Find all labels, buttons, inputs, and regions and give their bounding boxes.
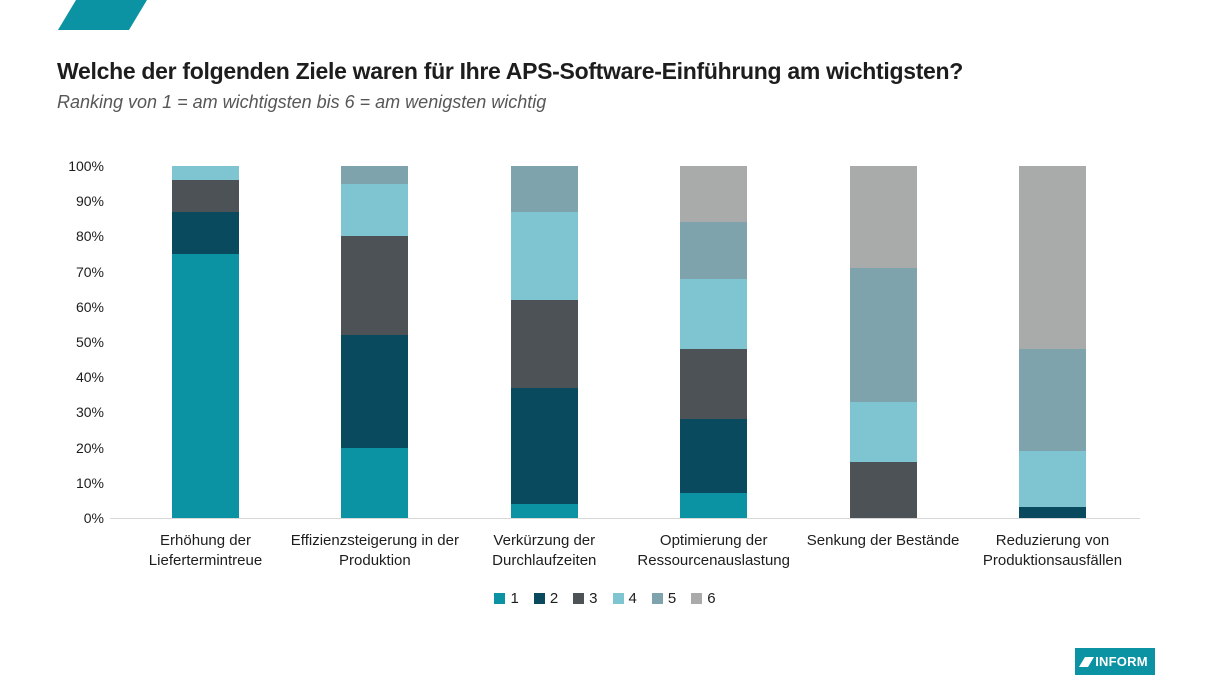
bar-segment-rank-3: [680, 349, 748, 420]
x-axis-category-label: Verkürzung der Durchlaufzeiten: [492, 532, 597, 570]
bar-segment-rank-3: [510, 299, 578, 388]
legend-item-rank-6: 6: [691, 590, 716, 607]
x-axis-category-label: Optimierung der Ressourcenauslastung: [637, 532, 790, 570]
legend: 1 2 3 4 5 6: [0, 590, 1210, 607]
legend-label: 5: [667, 590, 677, 607]
y-axis-tick-label: 50%: [75, 334, 104, 350]
legend-swatch-icon: [494, 593, 506, 604]
bar-segment-rank-4: [341, 183, 409, 237]
inform-slash-icon: [1079, 656, 1095, 667]
inform-logo-text: INFORM: [1095, 654, 1148, 669]
y-axis-tick-label: 70%: [75, 263, 104, 280]
bar-segment-rank-6: [680, 166, 748, 223]
legend-item-rank-2: 2: [533, 590, 559, 607]
bar-segment-rank-2: [172, 211, 239, 254]
stacked-bar: [172, 166, 239, 518]
bar-segment-rank-2: [1019, 507, 1086, 518]
bar-segment-rank-3: [172, 180, 239, 212]
page-title: Welche der folgenden Ziele waren für Ihr…: [57, 58, 964, 84]
bar-segment-rank-5: [680, 222, 748, 279]
legend-label: 3: [589, 590, 598, 607]
bar-segment-rank-4: [172, 166, 239, 181]
stacked-bar: [341, 166, 409, 518]
bar-segment-rank-2: [510, 387, 578, 504]
bar-segment-rank-1: [172, 254, 239, 518]
plot-area: [110, 166, 1140, 519]
legend-label: 2: [549, 590, 559, 607]
y-axis-tick-label: 90%: [75, 193, 104, 210]
legend-item-rank-4: 4: [612, 590, 637, 607]
bar-segment-rank-1: [510, 503, 578, 518]
x-axis-category-label: Senkung der Bestände: [806, 532, 960, 549]
legend-swatch-icon: [691, 593, 703, 604]
inform-logo: INFORM: [1075, 648, 1155, 675]
legend-swatch-icon: [651, 593, 663, 604]
bar-segment-rank-2: [341, 334, 409, 448]
stacked-bar: [1019, 166, 1086, 518]
page-subtitle: Ranking von 1 = am wichtigsten bis 6 = a…: [57, 92, 547, 112]
legend-label: 6: [707, 590, 716, 607]
legend-item-rank-5: 5: [651, 590, 677, 607]
y-axis-tick-label: 20%: [75, 439, 104, 456]
bar-segment-rank-2: [680, 419, 748, 494]
bar-segment-rank-3: [341, 236, 409, 335]
bar-segment-rank-6: [849, 166, 917, 269]
legend-swatch-icon: [573, 593, 585, 604]
bar-segment-rank-4: [1019, 451, 1086, 508]
bar-segment-rank-4: [849, 401, 917, 462]
y-axis-tick-label: 10%: [75, 474, 104, 491]
x-axis-category-label: Effizienzsteigerung in der Produktion: [290, 532, 459, 570]
stacked-bar: [849, 166, 917, 518]
bar-segment-rank-4: [510, 211, 578, 300]
legend-label: 1: [510, 590, 519, 607]
legend-label: 4: [628, 590, 637, 607]
brand-parallelogram-mark: [57, 0, 147, 30]
legend-item-rank-3: 3: [573, 590, 598, 607]
bar-segment-rank-5: [849, 268, 917, 402]
bar-segment-rank-3: [849, 461, 917, 518]
bar-segment-rank-5: [510, 166, 578, 212]
bar-segment-rank-6: [1019, 166, 1086, 350]
bar-segment-rank-1: [680, 493, 748, 518]
y-axis-tick-label: 0%: [83, 510, 104, 526]
bar-segment-rank-4: [680, 278, 748, 350]
stacked-bar: [680, 166, 748, 518]
bar-segment-rank-1: [341, 447, 409, 518]
y-axis-tick-label: 100%: [68, 158, 104, 174]
y-axis-tick-label: 40%: [75, 369, 104, 386]
y-axis-tick-label: 80%: [75, 228, 104, 245]
legend-swatch-icon: [533, 593, 545, 604]
legend-item-rank-1: 1: [494, 590, 519, 607]
x-axis-category-label: Erhöhung der Liefertermintreue: [148, 532, 263, 570]
bar-segment-rank-5: [341, 166, 409, 184]
x-axis-category-label: Reduzierung von Produktionsausfällen: [982, 532, 1123, 570]
legend-swatch-icon: [612, 593, 624, 604]
y-axis-tick-label: 30%: [75, 404, 104, 421]
bar-segment-rank-5: [1019, 349, 1086, 452]
y-axis-tick-label: 60%: [75, 298, 104, 315]
stacked-bar: [510, 166, 578, 518]
